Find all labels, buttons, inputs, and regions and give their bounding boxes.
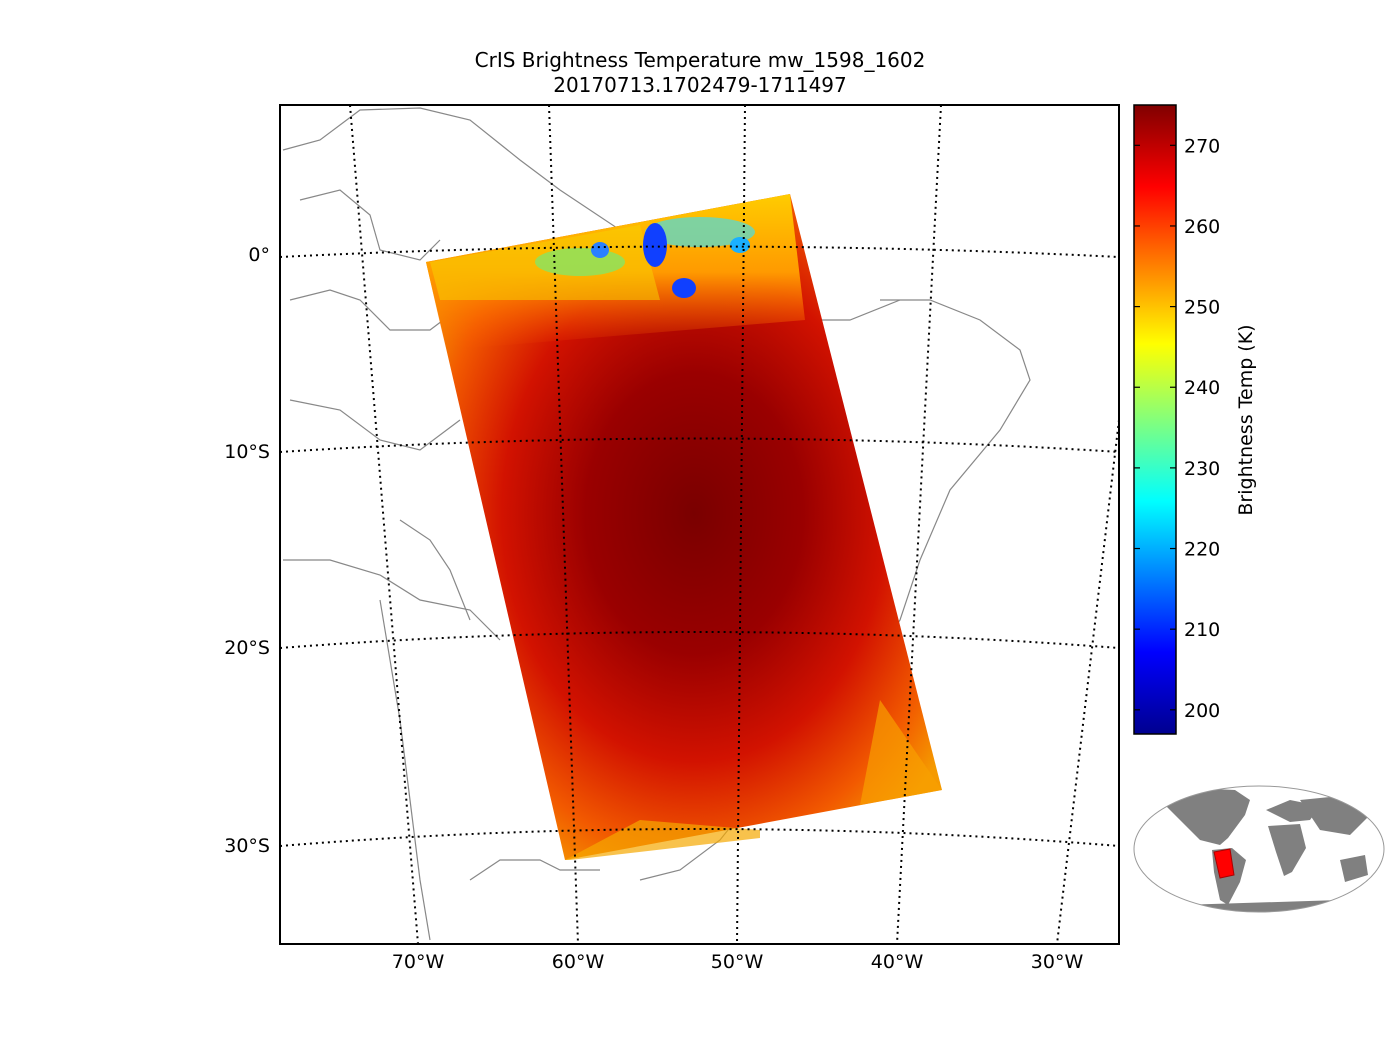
lon-label-70w: 70°W [392, 951, 445, 973]
inset-locator-map [1133, 785, 1385, 913]
lon-label-30w: 30°W [1031, 951, 1084, 973]
inset-land [1165, 788, 1370, 912]
colorbar-label: Brightness Temp (K) [1235, 324, 1257, 515]
map-panel [280, 105, 1119, 944]
lat-label-10s: 10°S [224, 441, 270, 463]
colorbar-tick-label: 210 [1184, 619, 1220, 641]
inset-swath [1213, 848, 1235, 879]
graticule [280, 105, 1119, 944]
colorbar-tick-label: 230 [1184, 458, 1220, 480]
lat-label-30s: 30°S [224, 835, 270, 857]
colorbar-tick-label: 270 [1184, 135, 1220, 157]
chart-subtitle: 20170713.1702479-1711497 [553, 73, 847, 97]
lon-label-40w: 40°W [871, 951, 924, 973]
colorbar-gradient [1133, 104, 1177, 735]
colorbar-tick-label: 250 [1184, 297, 1220, 319]
lon-label-50w: 50°W [711, 951, 764, 973]
colorbar-tick-label: 220 [1184, 539, 1220, 561]
chart-title: CrIS Brightness Temperature mw_1598_1602 [475, 48, 926, 72]
colorbar: 200 210 220 230 240 250 260 270 Brightness Temp… [1133, 104, 1257, 735]
colorbar-ticks: 200 210 220 230 240 250 260 270 [1134, 135, 1220, 722]
data-swath [426, 194, 942, 860]
colorbar-tick-label: 200 [1184, 700, 1220, 722]
lat-label-20s: 20°S [224, 637, 270, 659]
map-frame [279, 104, 1120, 945]
lat-label-0: 0° [248, 244, 270, 266]
colorbar-tick-label: 260 [1184, 216, 1220, 238]
lon-label-60w: 60°W [552, 951, 605, 973]
colorbar-tick-label: 240 [1184, 377, 1220, 399]
